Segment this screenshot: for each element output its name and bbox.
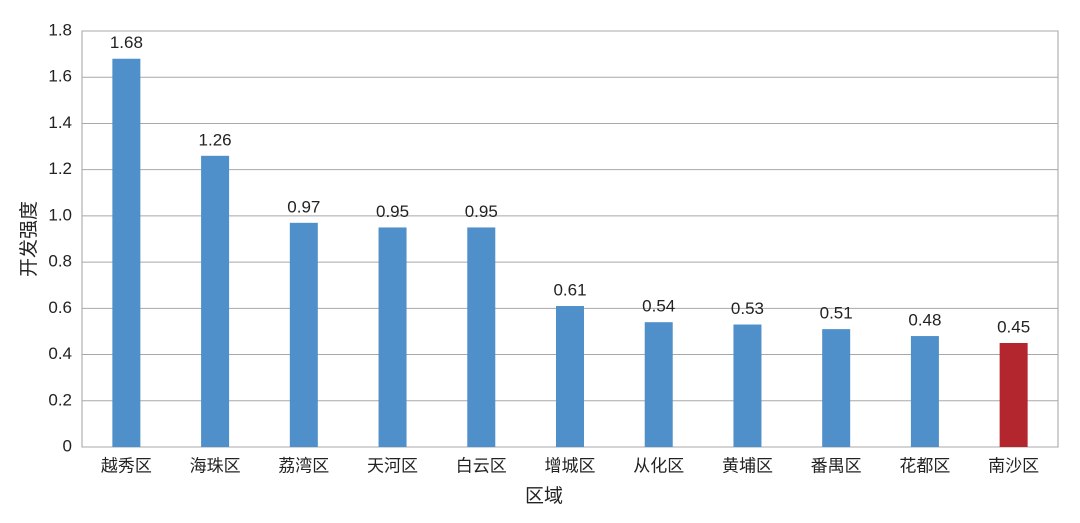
y-tick-label: 0.4 — [48, 344, 72, 363]
bar — [556, 306, 584, 447]
bar — [999, 343, 1028, 447]
y-tick-label: 1.8 — [48, 20, 72, 39]
x-tick-label: 番禺区 — [811, 456, 862, 475]
y-tick-label: 1.6 — [48, 67, 72, 86]
bar — [822, 329, 851, 447]
y-tick-label: 0.2 — [48, 390, 72, 409]
data-label: 0.95 — [465, 202, 498, 221]
bar — [289, 222, 318, 447]
data-label: 0.54 — [642, 297, 675, 316]
data-label: 0.45 — [997, 317, 1030, 336]
data-label: 0.51 — [820, 304, 853, 323]
x-axis-title: 区域 — [525, 485, 563, 507]
data-label: 0.61 — [553, 281, 586, 300]
bar — [644, 322, 673, 447]
bar — [467, 227, 496, 447]
data-label: 0.53 — [731, 299, 764, 318]
y-axis-title: 开发强度 — [18, 201, 40, 277]
y-tick-label: 0.8 — [48, 252, 72, 271]
bar — [112, 58, 141, 447]
data-label: 1.26 — [199, 130, 232, 149]
x-tick-label: 海珠区 — [190, 456, 241, 475]
x-tick-label: 荔湾区 — [278, 456, 329, 475]
bar — [910, 336, 939, 447]
y-tick-label: 1.0 — [48, 205, 72, 224]
bar — [733, 324, 762, 447]
x-tick-label: 白云区 — [456, 456, 507, 475]
data-label: 1.68 — [110, 33, 143, 52]
data-label: 0.48 — [908, 311, 941, 330]
data-label: 0.97 — [287, 197, 320, 216]
y-tick-label: 1.2 — [48, 159, 72, 178]
bar — [201, 155, 230, 448]
x-tick-label: 花都区 — [899, 456, 950, 475]
x-tick-label: 越秀区 — [101, 456, 152, 475]
y-tick-label: 0.6 — [48, 298, 72, 317]
bar — [378, 227, 407, 447]
x-tick-label: 南沙区 — [988, 456, 1039, 475]
x-tick-label: 从化区 — [633, 456, 684, 475]
x-tick-label: 天河区 — [367, 456, 418, 475]
y-tick-label: 0 — [63, 436, 72, 455]
x-tick-label: 黄埔区 — [722, 456, 773, 475]
data-label: 0.95 — [376, 202, 409, 221]
x-tick-label: 增城区 — [545, 456, 596, 475]
y-tick-label: 1.4 — [48, 113, 72, 132]
